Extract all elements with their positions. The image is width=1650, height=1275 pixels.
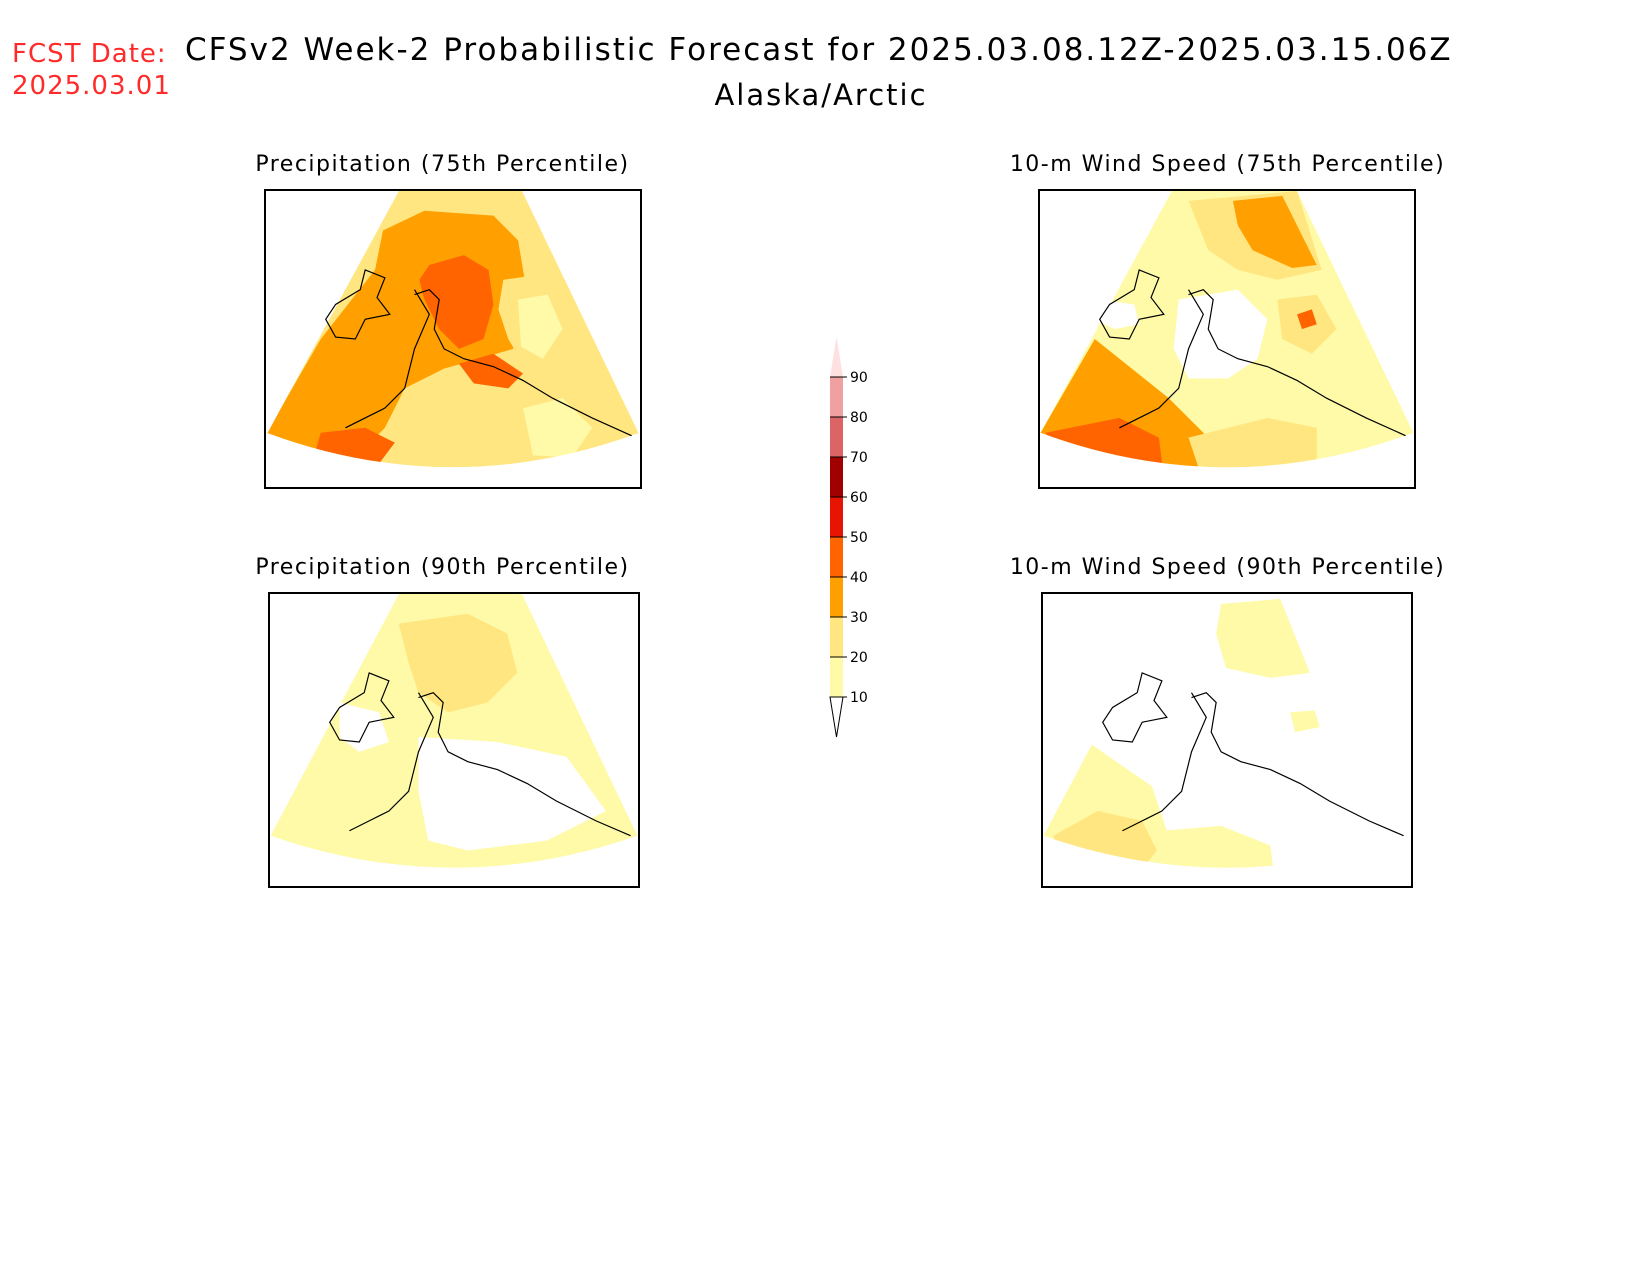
colorbar-bottom-cap <box>829 696 844 738</box>
map-precip-75-svg <box>266 191 640 487</box>
forecast-date-block: FCST Date: 2025.03.01 <box>12 38 171 102</box>
colorbar-segment <box>830 377 843 417</box>
colorbar-tick-label: 20 <box>850 650 868 666</box>
map-precip-90 <box>268 592 640 888</box>
map-wind-90 <box>1041 592 1413 888</box>
colorbar-segment <box>830 457 843 497</box>
colorbar-tick-label: 70 <box>850 450 868 466</box>
colorbar-top-cap <box>830 337 843 377</box>
colorbar-tick-label: 80 <box>850 410 868 426</box>
panel-title-wind-75: 10-m Wind Speed (75th Percentile) <box>1009 152 1446 177</box>
colorbar-tick-label: 40 <box>850 570 868 586</box>
forecast-date-label: FCST Date: <box>12 39 167 69</box>
map-wind-75-svg <box>1040 191 1414 487</box>
colorbar-legend: 10 20 30 40 50 60 70 80 90 <box>820 335 900 745</box>
region-title-text: Alaska/Arctic <box>714 78 928 112</box>
colorbar-segment <box>830 657 843 697</box>
map-precip-90-svg <box>270 594 638 886</box>
region-title: Alaska/Arctic <box>0 78 1650 112</box>
colorbar-segment <box>830 617 843 657</box>
map-wind-75 <box>1038 189 1416 489</box>
panel-title-wind-90: 10-m Wind Speed (90th Percentile) <box>1009 555 1446 580</box>
colorbar-tick-label: 10 <box>850 690 868 706</box>
forecast-date-value: 2025.03.01 <box>12 71 171 101</box>
colorbar-tick-label: 90 <box>850 370 868 386</box>
colorbar-segment <box>830 417 843 457</box>
map-wind-90-svg <box>1043 594 1411 886</box>
map-precip-75 <box>264 189 642 489</box>
main-title: CFSv2 Week-2 Probabilistic Forecast for … <box>185 32 1453 68</box>
panel-title-precip-75: Precipitation (75th Percentile) <box>255 152 630 177</box>
panel-title-precip-90: Precipitation (90th Percentile) <box>255 555 630 580</box>
colorbar-svg: 10 20 30 40 50 60 70 80 90 <box>829 337 868 738</box>
colorbar-segment <box>830 537 843 577</box>
colorbar-segment <box>830 577 843 617</box>
colorbar-tick-label: 30 <box>850 610 868 626</box>
colorbar-tick-label: 50 <box>850 530 868 546</box>
colorbar-segment <box>830 497 843 537</box>
colorbar-tick-label: 60 <box>850 490 868 506</box>
